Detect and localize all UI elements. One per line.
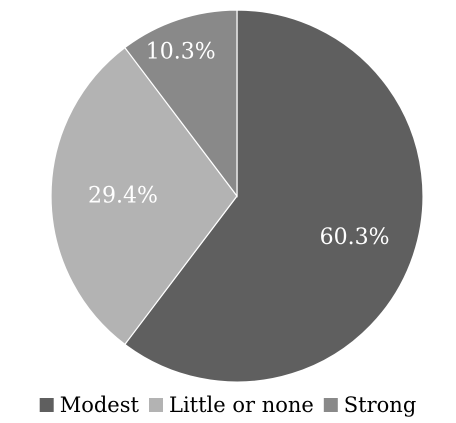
legend-swatch-strong: [323, 398, 338, 412]
slice-label-little-or-none: 29.4%: [88, 184, 158, 209]
slice-label-modest: 60.3%: [320, 225, 390, 250]
legend-swatch-modest: [39, 398, 54, 412]
pie-slice-strong: [124, 9, 238, 198]
legend-swatch-little-or-none: [149, 398, 163, 412]
pie-slices: [50, 9, 424, 383]
slice-label-strong: 10.3%: [146, 39, 216, 64]
legend: Modest Little or none Strong: [39, 393, 416, 417]
pie-slice-little-or-none: [50, 46, 238, 346]
legend-label-strong: Strong: [344, 393, 416, 417]
legend-label-modest: Modest: [60, 393, 140, 417]
legend-label-little-or-none: Little or none: [169, 393, 314, 417]
pie-slice-labels: 60.3% 29.4% 10.3%: [88, 39, 390, 250]
pie-slice-modest: [124, 9, 424, 383]
